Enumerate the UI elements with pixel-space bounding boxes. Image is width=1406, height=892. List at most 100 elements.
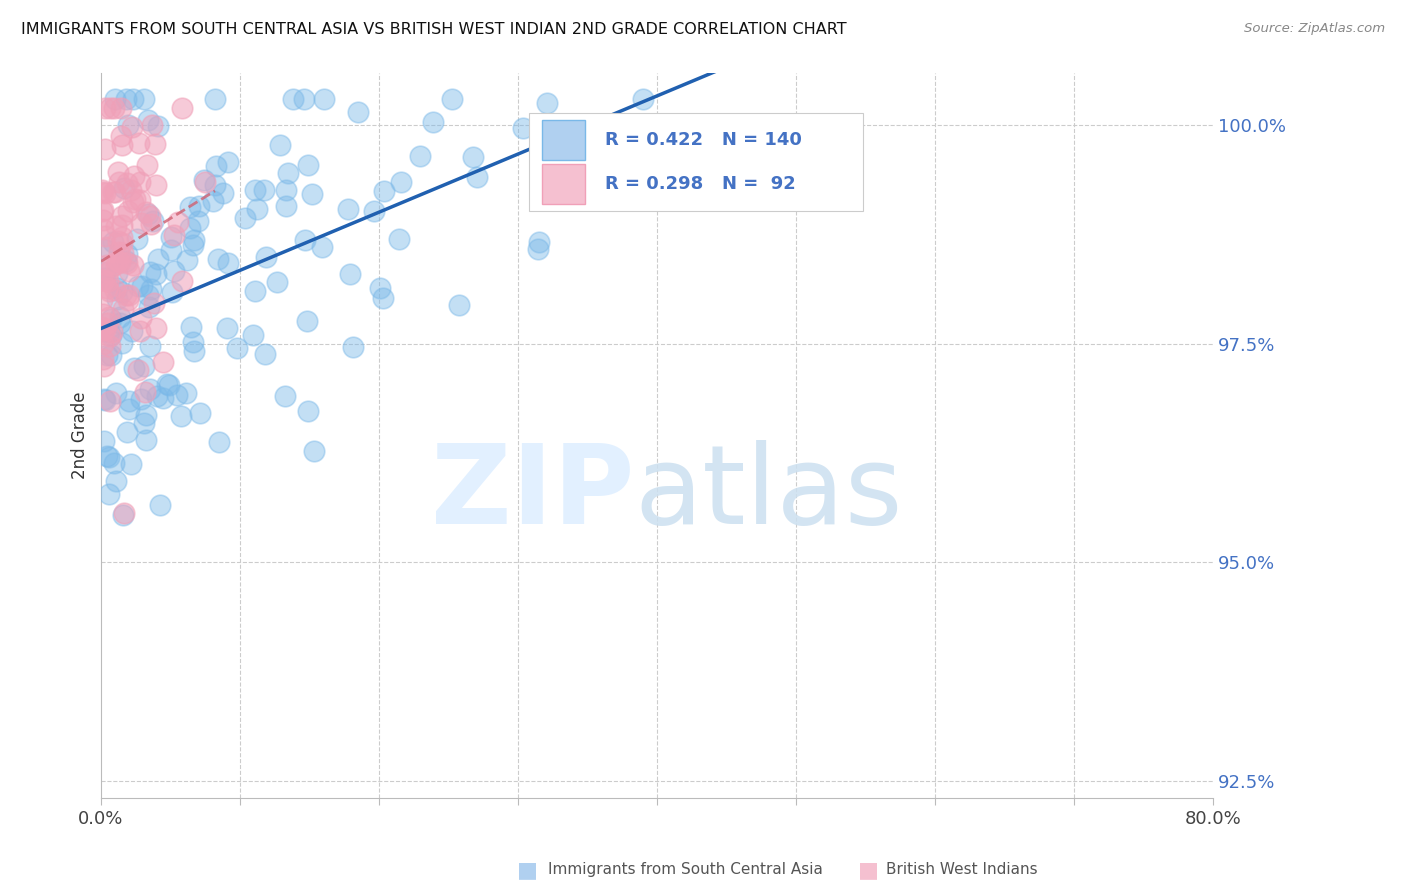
Point bbox=[132, 359, 155, 373]
Point bbox=[111, 137, 134, 152]
Point bbox=[98, 487, 121, 501]
Point bbox=[91, 307, 114, 321]
Point bbox=[389, 175, 412, 189]
Point bbox=[115, 92, 138, 106]
Point bbox=[422, 115, 444, 129]
Text: ZIP: ZIP bbox=[432, 440, 634, 547]
Point bbox=[111, 301, 134, 316]
Point bbox=[139, 209, 162, 223]
Point bbox=[215, 321, 238, 335]
Point bbox=[170, 101, 193, 115]
Point bbox=[91, 320, 114, 334]
Point bbox=[98, 284, 121, 298]
Point bbox=[134, 416, 156, 430]
Point bbox=[176, 253, 198, 268]
Point bbox=[297, 158, 319, 172]
Point bbox=[536, 95, 558, 110]
Point bbox=[294, 233, 316, 247]
Point bbox=[104, 386, 127, 401]
Point bbox=[91, 185, 114, 199]
Point bbox=[108, 310, 131, 324]
Point bbox=[115, 246, 138, 260]
Point bbox=[141, 118, 163, 132]
Point bbox=[107, 165, 129, 179]
Text: ■: ■ bbox=[859, 860, 879, 880]
Point bbox=[274, 183, 297, 197]
Point bbox=[101, 260, 124, 274]
Point bbox=[93, 359, 115, 374]
Point bbox=[91, 352, 114, 367]
Point bbox=[314, 92, 336, 106]
Text: Source: ZipAtlas.com: Source: ZipAtlas.com bbox=[1244, 22, 1385, 36]
Point bbox=[94, 228, 117, 243]
Point bbox=[100, 328, 122, 343]
Point bbox=[246, 202, 269, 216]
Point bbox=[212, 186, 235, 200]
Point bbox=[243, 284, 266, 298]
Point bbox=[91, 213, 114, 227]
Point bbox=[157, 378, 180, 392]
Point bbox=[208, 434, 231, 449]
Point bbox=[253, 183, 276, 197]
Point bbox=[139, 382, 162, 396]
Text: Immigrants from South Central Asia: Immigrants from South Central Asia bbox=[548, 863, 824, 877]
Point bbox=[253, 347, 276, 361]
Point bbox=[170, 274, 193, 288]
Point bbox=[104, 283, 127, 297]
Point bbox=[136, 287, 159, 301]
Point bbox=[129, 324, 152, 338]
Point bbox=[121, 258, 143, 272]
Point bbox=[98, 310, 121, 325]
Point bbox=[112, 180, 135, 194]
Point bbox=[122, 92, 145, 106]
Point bbox=[112, 506, 135, 520]
Point bbox=[373, 184, 395, 198]
Point bbox=[311, 240, 333, 254]
Point bbox=[94, 142, 117, 156]
Point bbox=[194, 175, 217, 189]
Point bbox=[149, 498, 172, 512]
Point bbox=[103, 456, 125, 470]
Point bbox=[301, 186, 323, 201]
Point bbox=[97, 275, 120, 289]
Point bbox=[204, 178, 226, 192]
Point bbox=[283, 92, 305, 106]
Point bbox=[187, 214, 209, 228]
Point bbox=[115, 176, 138, 190]
Point bbox=[363, 204, 385, 219]
Point bbox=[217, 155, 239, 169]
Point bbox=[183, 344, 205, 359]
Point bbox=[118, 263, 141, 277]
Point bbox=[181, 237, 204, 252]
Point bbox=[339, 267, 361, 281]
Point bbox=[295, 314, 318, 328]
Point bbox=[110, 128, 132, 143]
Point bbox=[93, 270, 115, 285]
Point bbox=[91, 203, 114, 218]
Point bbox=[202, 194, 225, 208]
Point bbox=[152, 355, 174, 369]
Point bbox=[217, 256, 239, 270]
Point bbox=[93, 434, 115, 448]
Point bbox=[156, 376, 179, 391]
Point bbox=[93, 392, 115, 406]
Point bbox=[179, 200, 201, 214]
Point bbox=[254, 250, 277, 264]
Point bbox=[136, 207, 159, 221]
Text: ■: ■ bbox=[517, 860, 537, 880]
Point bbox=[104, 92, 127, 106]
Point bbox=[91, 336, 114, 351]
Point bbox=[152, 391, 174, 405]
Point bbox=[346, 105, 368, 120]
Point bbox=[115, 254, 138, 268]
Point bbox=[117, 255, 139, 269]
Point bbox=[111, 218, 134, 232]
Point bbox=[111, 285, 134, 299]
Point bbox=[461, 150, 484, 164]
Point bbox=[242, 328, 264, 343]
Point bbox=[111, 209, 134, 223]
Point bbox=[111, 246, 134, 260]
Point bbox=[122, 169, 145, 184]
Point bbox=[103, 185, 125, 199]
Point bbox=[94, 393, 117, 408]
